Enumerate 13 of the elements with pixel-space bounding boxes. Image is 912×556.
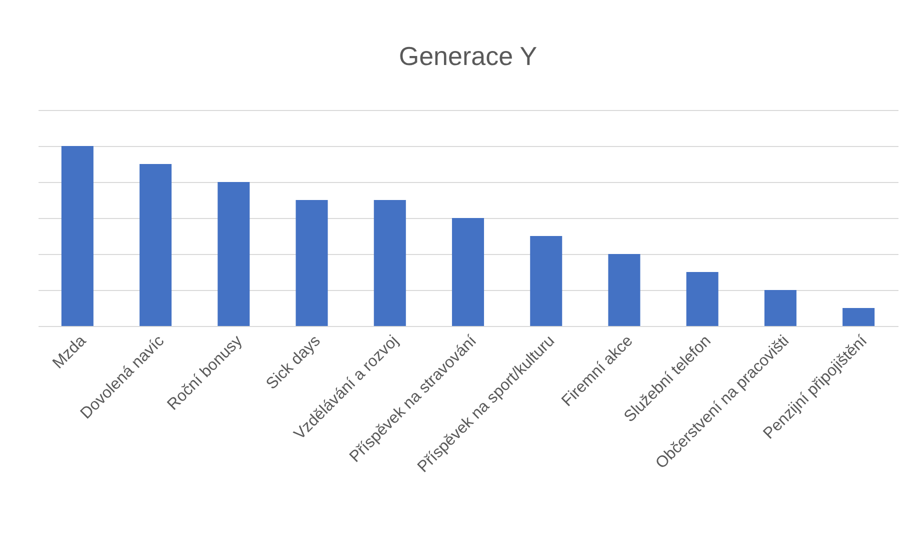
bar	[686, 272, 718, 326]
bar	[452, 218, 484, 326]
bar	[374, 200, 406, 326]
bar	[608, 254, 640, 326]
bar	[61, 146, 94, 326]
bar	[842, 308, 875, 326]
bar	[140, 164, 172, 326]
bar	[296, 200, 328, 326]
x-tick-label: Sick days	[263, 332, 324, 393]
chart-title: Generace Y	[398, 41, 538, 71]
bar	[218, 182, 250, 326]
bar	[764, 290, 796, 326]
bar	[530, 236, 562, 326]
